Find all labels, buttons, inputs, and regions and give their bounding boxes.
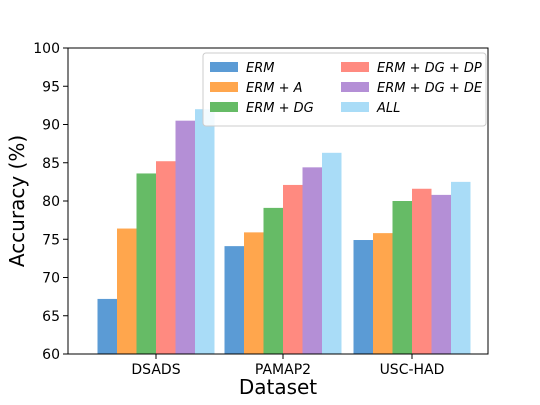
x-tick-label: DSADS — [131, 362, 180, 378]
legend-swatch — [341, 102, 369, 112]
legend-label: ALL — [376, 101, 400, 116]
legend-label: ERM + A — [246, 81, 303, 96]
y-tick-label: 80 — [42, 194, 60, 210]
bar-erm-dg-de-dsads — [175, 120, 195, 354]
y-axis-label: Accuracy (%) — [5, 135, 29, 267]
bar-erm-a-dsads — [117, 228, 137, 354]
legend-label: ERM + DG + DP — [377, 61, 482, 76]
bar-erm-dg-dp-usc-had — [412, 188, 432, 354]
legend-swatch — [210, 82, 238, 92]
y-tick-label: 75 — [42, 232, 60, 248]
ticks-layer: 60 65 70 75 80 85 90 95 100 DSADS PAMAP2 USC-HAD — [33, 41, 444, 378]
bar-erm-dg-de-usc-had — [431, 194, 451, 354]
bars-layer — [97, 109, 471, 354]
bar-erm-dsads — [97, 298, 117, 354]
legend-swatch — [210, 62, 238, 72]
bar-all-pamap2 — [322, 152, 342, 354]
bar-erm-a-pamap2 — [244, 232, 264, 354]
legend-items: ERM ERM + A ERM + DG ERM + DG + DP ERM + DG … — [210, 61, 483, 116]
legend-swatch — [210, 102, 238, 112]
y-tick-label: 85 — [42, 156, 60, 172]
bar-erm-pamap2 — [224, 246, 244, 354]
x-tick-label: USC-HAD — [380, 362, 445, 378]
y-tick-label: 65 — [42, 309, 60, 325]
legend-label: ERM + DG + DE — [377, 81, 483, 96]
y-tick-label: 60 — [42, 347, 60, 363]
bar-erm-dg-pamap2 — [263, 207, 283, 354]
y-tick-label: 95 — [42, 79, 60, 95]
bar-erm-dg-de-pamap2 — [302, 167, 322, 354]
x-tick-label: PAMAP2 — [255, 362, 311, 378]
y-tick-label: 90 — [42, 118, 60, 134]
y-tick-label: 70 — [42, 271, 60, 287]
bar-erm-usc-had — [353, 240, 373, 354]
legend-swatch — [341, 82, 369, 92]
legend-swatch — [341, 62, 369, 72]
bar-erm-dg-usc-had — [392, 201, 412, 354]
legend-label: ERM + DG — [246, 101, 314, 116]
bar-all-usc-had — [451, 181, 471, 354]
bar-erm-a-usc-had — [373, 233, 393, 354]
x-axis-label: Dataset — [239, 375, 317, 399]
bar-erm-dg-dp-pamap2 — [283, 184, 303, 354]
bar-erm-dg-dsads — [136, 173, 156, 354]
bar-all-dsads — [195, 109, 215, 354]
bar-erm-dg-dp-dsads — [156, 161, 176, 354]
legend-label: ERM — [246, 61, 274, 76]
legend: ERM ERM + A ERM + DG ERM + DG + DP ERM + DG … — [202, 52, 487, 127]
y-tick-label: 100 — [33, 41, 60, 57]
